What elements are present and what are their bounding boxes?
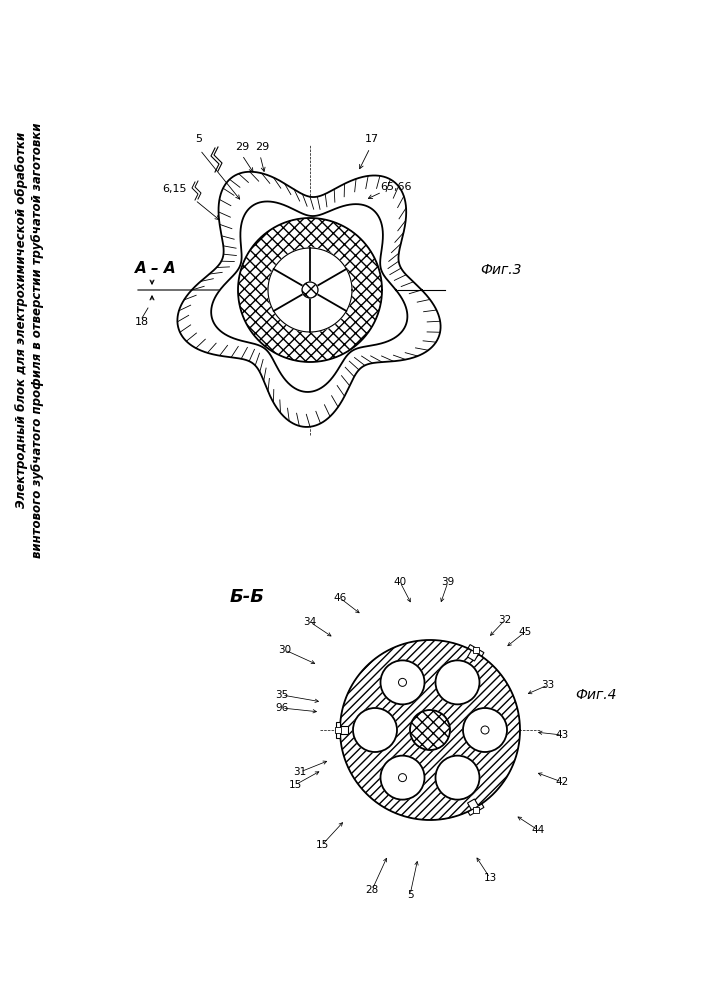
Text: Фиг.3: Фиг.3 — [480, 263, 522, 277]
Circle shape — [481, 726, 489, 734]
Text: 6,15: 6,15 — [162, 184, 187, 194]
Polygon shape — [468, 804, 484, 815]
Text: 17: 17 — [365, 134, 379, 144]
Text: 18: 18 — [135, 317, 149, 327]
Polygon shape — [467, 799, 479, 812]
Text: А – А: А – А — [135, 261, 177, 276]
Polygon shape — [211, 201, 407, 392]
Text: 44: 44 — [532, 825, 544, 835]
Circle shape — [463, 708, 507, 752]
Text: 33: 33 — [542, 680, 554, 690]
Polygon shape — [177, 172, 440, 427]
Text: 65,66: 65,66 — [380, 182, 411, 192]
Polygon shape — [473, 807, 479, 813]
Circle shape — [380, 756, 424, 800]
Text: 28: 28 — [366, 885, 379, 895]
Text: Электродный блок для электрохимической обработки: Электродный блок для электрохимической о… — [16, 132, 28, 508]
Text: 15: 15 — [315, 840, 329, 850]
Text: 32: 32 — [498, 615, 512, 625]
Text: 45: 45 — [518, 627, 532, 637]
Text: 31: 31 — [293, 767, 307, 777]
Polygon shape — [340, 640, 520, 820]
Polygon shape — [338, 726, 348, 734]
Text: 34: 34 — [303, 617, 317, 627]
Polygon shape — [468, 645, 484, 656]
Text: 30: 30 — [279, 645, 291, 655]
Text: 29: 29 — [235, 142, 250, 152]
Polygon shape — [238, 218, 382, 362]
Text: 13: 13 — [484, 873, 496, 883]
Circle shape — [436, 756, 479, 800]
Text: Фиг.4: Фиг.4 — [575, 688, 617, 702]
Polygon shape — [335, 727, 341, 733]
Polygon shape — [467, 648, 479, 661]
Circle shape — [399, 774, 407, 782]
Text: 42: 42 — [556, 777, 568, 787]
Text: 40: 40 — [393, 577, 407, 587]
Text: 43: 43 — [556, 730, 568, 740]
Circle shape — [410, 710, 450, 750]
Text: 35: 35 — [275, 690, 288, 700]
Text: Б-Б: Б-Б — [230, 588, 265, 606]
Text: 39: 39 — [441, 577, 455, 587]
Circle shape — [302, 282, 318, 298]
Text: 96: 96 — [275, 703, 288, 713]
Polygon shape — [336, 722, 340, 738]
Text: 5: 5 — [195, 134, 202, 144]
Circle shape — [399, 678, 407, 686]
Circle shape — [380, 660, 424, 704]
Text: 46: 46 — [334, 593, 346, 603]
Text: 29: 29 — [255, 142, 269, 152]
Circle shape — [436, 660, 479, 704]
Circle shape — [353, 708, 397, 752]
Polygon shape — [268, 248, 352, 332]
Polygon shape — [473, 647, 479, 653]
Text: винтового зубчатого профиля в отверстии трубчатой заготовки: винтового зубчатого профиля в отверстии … — [32, 122, 45, 558]
Text: 5: 5 — [407, 890, 414, 900]
Text: 15: 15 — [288, 780, 302, 790]
